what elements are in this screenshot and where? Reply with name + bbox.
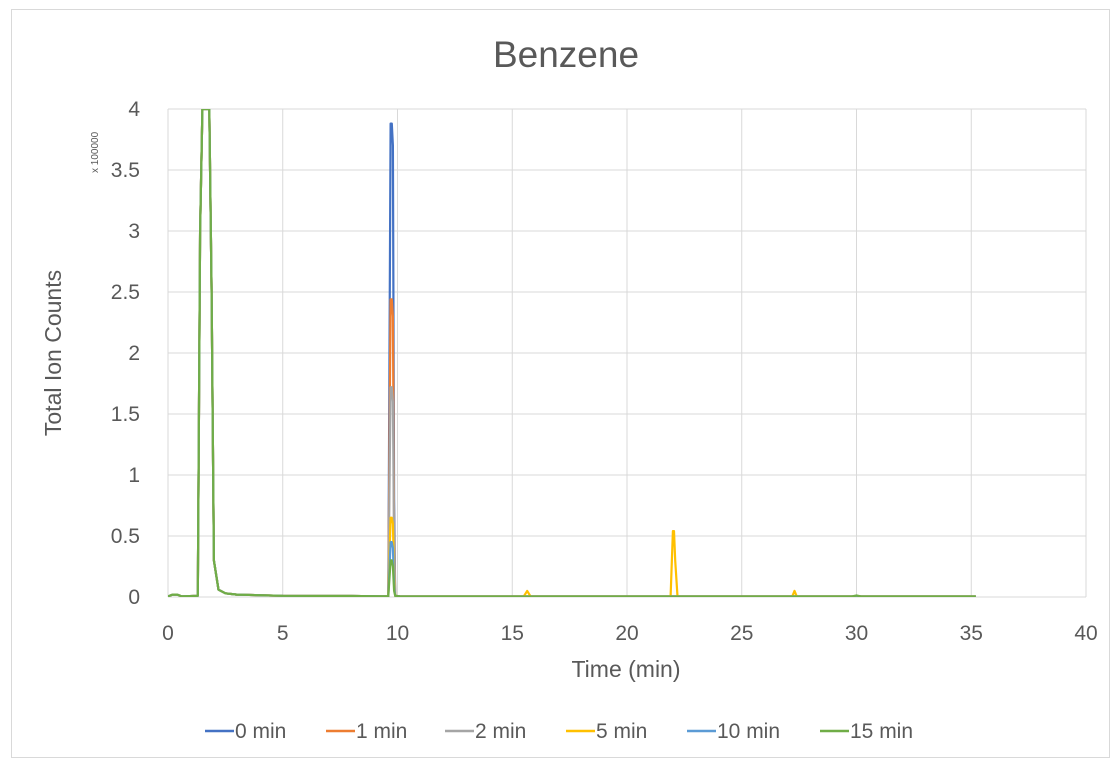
y-tick-label: 3 bbox=[128, 220, 140, 243]
y-tick-label: 0 bbox=[128, 586, 140, 609]
y-tick-labels: 0 0.5 1 1.5 2 2.5 3 3.5 4 bbox=[111, 98, 141, 609]
legend-label: 5 min bbox=[596, 720, 647, 743]
x-tick-label: 10 bbox=[386, 622, 409, 645]
y-tick-label: 3.5 bbox=[111, 159, 140, 182]
x-tick-label: 25 bbox=[730, 622, 753, 645]
chart-title: Benzene bbox=[493, 34, 639, 75]
series-line-3 bbox=[168, 109, 976, 597]
series-lines bbox=[168, 109, 976, 597]
chart-frame bbox=[11, 9, 1110, 758]
legend-label: 1 min bbox=[356, 720, 407, 743]
x-tick-label: 0 bbox=[162, 622, 174, 645]
series-line-5 bbox=[168, 109, 976, 597]
y-tick-label: 1.5 bbox=[111, 403, 140, 426]
x-tick-label: 15 bbox=[501, 622, 524, 645]
x-tick-label: 20 bbox=[615, 622, 638, 645]
y-tick-label: 1 bbox=[128, 464, 140, 487]
x-axis-label: Time (min) bbox=[571, 656, 680, 682]
x-tick-labels: 0 5 10 15 20 25 30 35 40 bbox=[162, 622, 1098, 645]
y-axis-label: Total Ion Counts bbox=[40, 270, 66, 436]
legend-label: 2 min bbox=[475, 720, 526, 743]
x-tick-label: 35 bbox=[960, 622, 983, 645]
x-tick-label: 5 bbox=[277, 622, 289, 645]
legend-label: 0 min bbox=[235, 720, 286, 743]
y-tick-label: 0.5 bbox=[111, 525, 140, 548]
x-tick-label: 30 bbox=[845, 622, 868, 645]
y-tick-label: 2 bbox=[128, 342, 140, 365]
legend-label: 15 min bbox=[850, 720, 913, 743]
y-tick-label: 2.5 bbox=[111, 281, 140, 304]
y-tick-label: 4 bbox=[128, 98, 140, 121]
gridlines bbox=[167, 108, 1087, 598]
legend: 0 min 1 min 2 min 5 min 10 min 15 min bbox=[205, 720, 913, 743]
legend-label: 10 min bbox=[717, 720, 780, 743]
y-multiplier-label: x 100000 bbox=[90, 131, 101, 173]
x-tick-label: 40 bbox=[1074, 622, 1097, 645]
